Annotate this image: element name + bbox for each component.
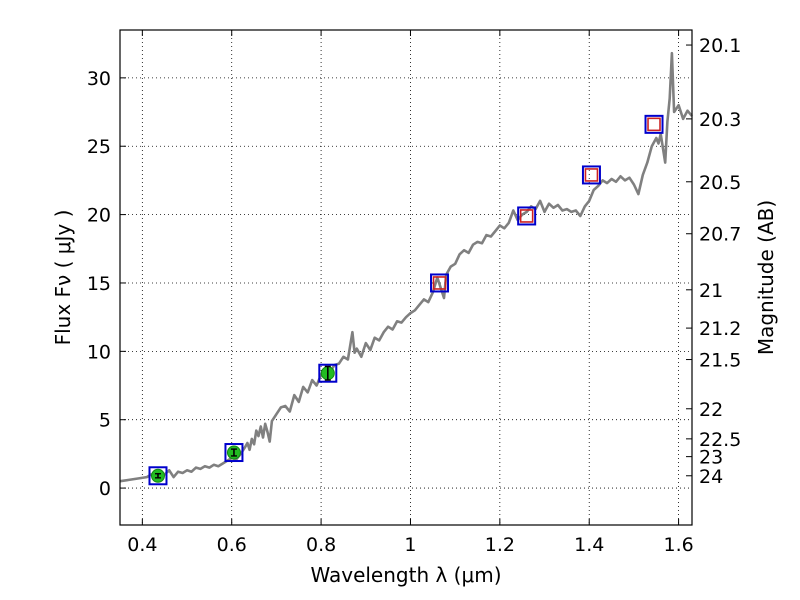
right-tick-label: 22.5 [699,429,741,451]
right-tick-label: 20.5 [699,172,741,194]
observed-photometry-square [647,117,661,132]
right-tick-label: 21.2 [699,318,741,340]
model-photometry-square [581,165,601,185]
x-tick-label: 0.8 [306,534,336,556]
right-tick-label: 24 [699,466,723,488]
x-tick-label: 1.4 [574,534,604,556]
labels-layer: 0.4 0.6 0.8 1 1.2 1.4 1.6 0 5 10 15 20 25 30 20.1 20.3 2… [87,35,742,556]
right-tick-label: 21.5 [699,350,741,372]
y-axis-title: Flux Fν ( μJy ) [51,210,75,346]
observed-photometry-square [584,168,599,182]
y-tick-label: 10 [87,341,111,363]
right-tick-label: 20.7 [699,224,741,246]
spectrum-layer [119,51,693,483]
model-photometry-square [318,363,338,383]
spectrum-line [119,51,693,483]
grid-layer [120,30,692,525]
right-tick-label: 20.1 [699,35,741,57]
x-tick-label: 1.6 [663,534,693,556]
right-tick-label: 21 [699,280,723,302]
plot-frame [119,29,693,526]
right-tick-label: 20.3 [699,109,741,131]
model-photometry-square [644,114,664,134]
y-tick-label: 5 [99,410,111,432]
observed-photometry-square [519,209,534,223]
model-photometry-square [517,206,537,226]
y-tick-label: 20 [87,205,111,227]
right-axis-title: Magnitude (AB) [754,200,778,355]
model-photometry-square [430,273,450,293]
points-layer [148,114,664,486]
model-photometry-square [148,466,168,486]
right-tick-label: 22 [699,399,723,421]
y-tick-label: 0 [99,478,111,500]
model-photometry-square [224,443,244,463]
x-axis-title: Wavelength λ (μm) [310,563,501,587]
x-tick-label: 0.6 [217,534,247,556]
observed-photometry-square [432,276,447,290]
y-tick-label: 15 [87,273,111,295]
y-tick-label: 25 [87,136,111,158]
x-tick-label: 1.2 [485,534,515,556]
right-tick-label: 23 [699,447,723,469]
ticks-layer [120,30,692,525]
x-tick-label: 1 [404,534,416,556]
x-tick-label: 0.4 [127,534,157,556]
y-tick-label: 30 [87,68,111,90]
